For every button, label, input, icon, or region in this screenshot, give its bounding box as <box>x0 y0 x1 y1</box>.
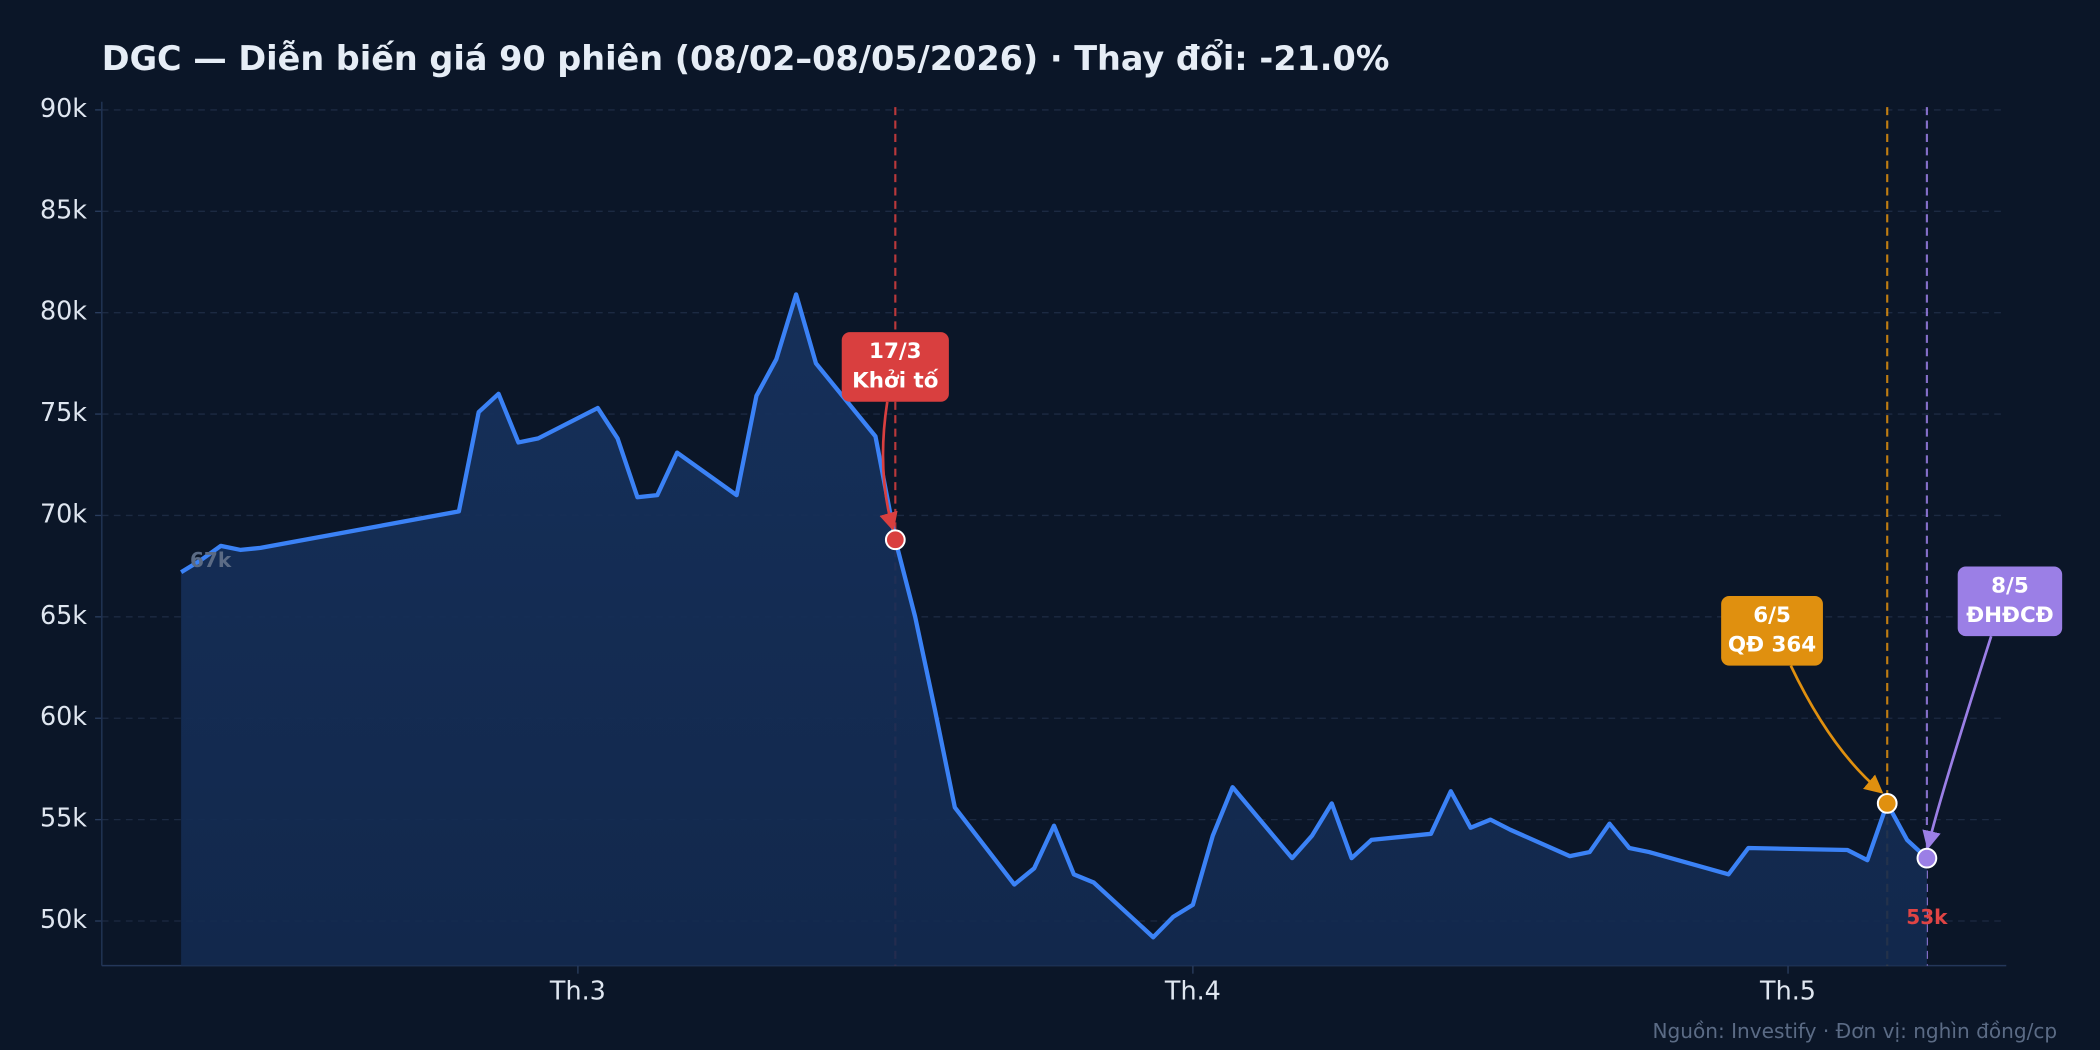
area <box>181 294 1927 966</box>
event-date: 8/5 <box>1991 574 2029 599</box>
event-text: QĐ 364 <box>1728 633 1816 658</box>
point-label: 67k <box>190 548 232 572</box>
event-date: 17/3 <box>869 339 922 364</box>
chart-title: DGC — Diễn biến giá 90 phiên (08/02–08/0… <box>102 38 1390 78</box>
y-tick-label: 50k <box>40 904 87 934</box>
y-tick-label: 65k <box>40 600 87 630</box>
event-point <box>1916 847 1938 869</box>
event-date: 6/5 <box>1753 603 1791 628</box>
event-text: ĐHĐCĐ <box>1966 603 2053 628</box>
event-box <box>1721 595 1823 666</box>
price-line <box>180 292 1929 940</box>
y-tick-label: 85k <box>40 194 87 224</box>
y-tick-label: 55k <box>40 803 87 833</box>
x-tick-label: Th.3 <box>549 975 606 1005</box>
source-note: Nguồn: Investify · Đơn vị: nghìn đồng/cp <box>1652 1019 2057 1043</box>
event-point <box>884 529 906 551</box>
event-text: Khởi tố <box>852 369 939 394</box>
event-arrow <box>1922 635 1993 850</box>
event-arrow <box>879 401 898 532</box>
point-label: 53k <box>1906 905 1948 929</box>
y-tick-label: 80k <box>40 296 87 326</box>
event-box <box>841 332 949 402</box>
x-tick-label: Th.5 <box>1759 975 1816 1005</box>
event-arrow <box>1789 665 1884 794</box>
y-tick-label: 90k <box>40 93 87 123</box>
y-tick-label: 70k <box>40 498 87 528</box>
y-tick-label: 60k <box>40 701 87 731</box>
y-tick-label: 75k <box>40 397 87 427</box>
x-tick-label: Th.4 <box>1164 975 1221 1005</box>
event-box <box>1957 566 2063 637</box>
event-point <box>1876 793 1898 814</box>
